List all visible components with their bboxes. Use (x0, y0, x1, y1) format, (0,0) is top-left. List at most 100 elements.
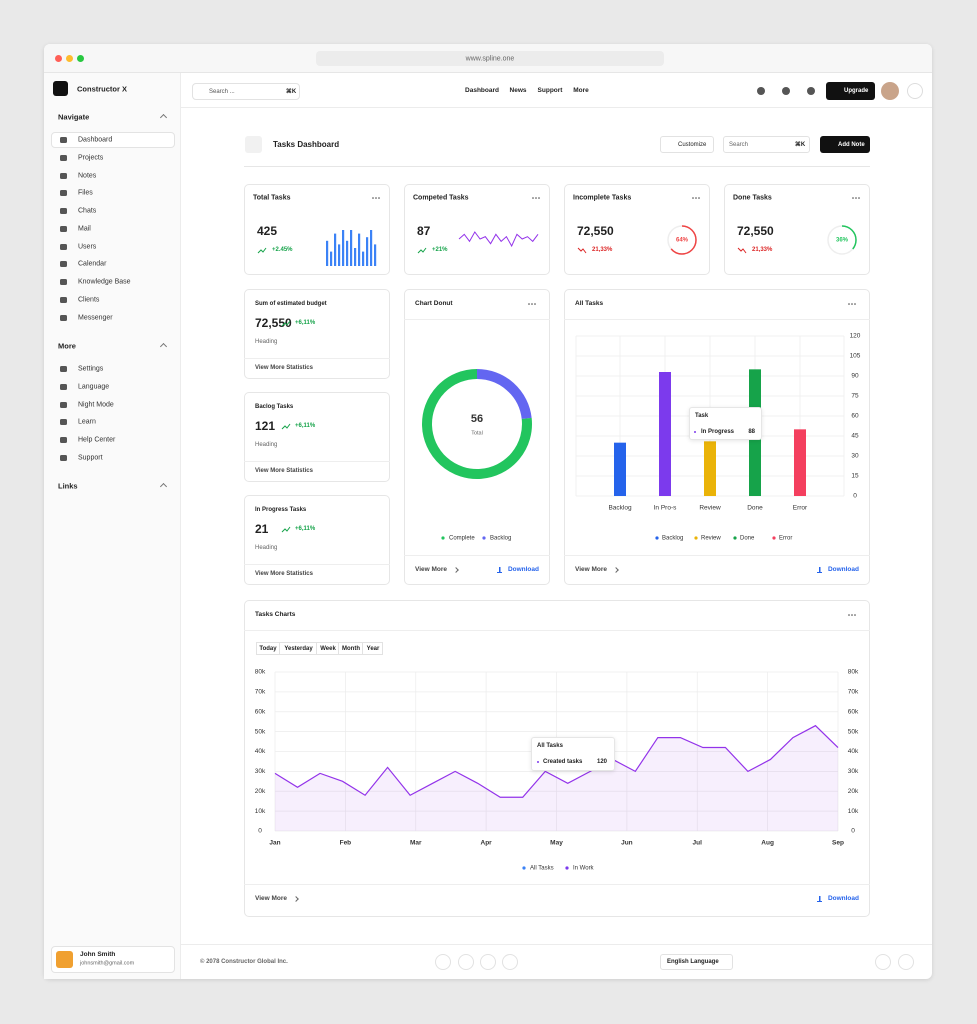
nav-item[interactable]: Help Center (78, 436, 116, 444)
nav-icon (60, 314, 67, 321)
window-dot (55, 55, 62, 62)
top-nav-item[interactable]: More (573, 86, 589, 94)
tab-label[interactable]: Yesterday (284, 645, 313, 652)
tab-label[interactable]: Month (342, 645, 360, 652)
upgrade-button[interactable] (826, 82, 875, 100)
tab[interactable] (339, 642, 363, 655)
tab[interactable] (317, 642, 339, 655)
view-more[interactable]: View More (575, 565, 608, 573)
card-link[interactable]: View More Statistics (255, 468, 313, 474)
view-more[interactable]: View More (255, 894, 288, 902)
card-value: 72,550 (737, 224, 774, 238)
language-select[interactable] (660, 954, 733, 970)
nav-item[interactable]: Files (78, 189, 93, 197)
nav-icon (60, 225, 67, 232)
card-link[interactable]: View More Statistics (255, 365, 313, 371)
window-dot (77, 55, 84, 62)
social-icon[interactable] (435, 954, 451, 970)
top-nav-item[interactable]: Dashboard (465, 86, 499, 94)
top-nav-item[interactable]: Support (537, 86, 563, 94)
social-icon[interactable] (480, 954, 496, 970)
nav-item[interactable]: Mail (78, 225, 91, 233)
nav-item[interactable]: Users (78, 243, 97, 250)
tooltip-dot (694, 431, 696, 433)
nav-item[interactable]: Night Mode (78, 401, 114, 408)
chart-title: Chart Donut (415, 299, 453, 307)
card-subtitle: Heading (255, 339, 278, 345)
section-title: More (58, 341, 76, 351)
add-note-button[interactable] (820, 136, 870, 153)
footer-icon[interactable] (875, 954, 891, 970)
card-change: +6,11% (295, 526, 316, 532)
card-divider (244, 461, 390, 462)
nav-icon (60, 401, 67, 408)
card-title: In Progress Tasks (255, 507, 307, 513)
top-icon[interactable] (782, 87, 790, 95)
top-nav-item[interactable]: News (509, 86, 527, 94)
nav-item[interactable]: Messenger (78, 314, 113, 321)
tab-label[interactable]: Today (259, 645, 277, 652)
nav-item[interactable]: Language (78, 383, 110, 391)
nav-item[interactable]: Dashboard (78, 136, 113, 144)
view-more[interactable]: View More (415, 565, 448, 573)
tab-label[interactable]: Week (320, 645, 336, 652)
download[interactable]: Download (827, 894, 859, 902)
card-title: Baclog Tasks (255, 404, 294, 410)
footer-icon[interactable] (898, 954, 914, 970)
sidebar (44, 73, 181, 979)
tab[interactable] (256, 642, 280, 655)
search-box[interactable] (192, 83, 300, 100)
upgrade-label: Upgrade (844, 88, 869, 94)
card (244, 392, 390, 482)
nav-item[interactable]: Notes (78, 172, 97, 179)
search-placeholder: Search ... (209, 88, 235, 95)
window-dot (66, 55, 73, 62)
card-value: 72,550 (255, 316, 292, 330)
nav-item[interactable]: Support (78, 454, 103, 462)
card-value: 21 (255, 522, 269, 536)
card-value: 425 (257, 224, 278, 238)
section-title: Links (58, 481, 78, 491)
nav-item[interactable]: Clients (78, 296, 100, 304)
card-link[interactable]: View More Statistics (255, 571, 313, 577)
tab[interactable] (280, 642, 317, 655)
download-icon (817, 895, 822, 902)
brand: Constructor X (77, 84, 128, 94)
tooltip-dot (537, 761, 539, 763)
nav-icon (60, 454, 67, 461)
language-label: English Language (667, 959, 719, 965)
customize-button[interactable] (660, 136, 714, 153)
card-value: 72,550 (577, 224, 614, 238)
user-avatar (56, 951, 73, 968)
nav-item[interactable]: Settings (78, 365, 104, 373)
nav-item[interactable]: Projects (78, 154, 104, 162)
nav-icon (60, 279, 67, 285)
download-icon (497, 566, 502, 573)
active-item (51, 132, 175, 148)
download[interactable]: Download (507, 565, 539, 573)
header-search[interactable] (723, 136, 810, 153)
card-change: +6,11% (295, 320, 316, 326)
card-divider (404, 555, 550, 556)
nav-item[interactable]: Chats (78, 207, 97, 215)
card-title: Done Tasks (733, 194, 772, 202)
card-divider (244, 630, 870, 631)
tab-label[interactable]: Year (366, 645, 380, 652)
nav-item[interactable]: Calendar (78, 260, 107, 268)
card-change: +21% (432, 247, 448, 253)
top-icon[interactable] (757, 87, 765, 95)
page-title: Tasks Dashboard (273, 139, 340, 149)
social-icon[interactable] (502, 954, 518, 970)
address-bar (316, 51, 664, 66)
header-shortcut: ⌘K (794, 141, 806, 148)
top-icon[interactable] (807, 87, 815, 95)
close-button[interactable] (907, 83, 923, 99)
social-icon[interactable] (458, 954, 474, 970)
logo (53, 81, 68, 96)
download[interactable]: Download (827, 565, 859, 573)
card-divider (244, 884, 870, 885)
card-title: Total Tasks (253, 194, 291, 202)
tab[interactable] (363, 642, 383, 655)
nav-item[interactable]: Learn (78, 418, 96, 426)
nav-item[interactable]: Knowledge Base (78, 278, 131, 286)
